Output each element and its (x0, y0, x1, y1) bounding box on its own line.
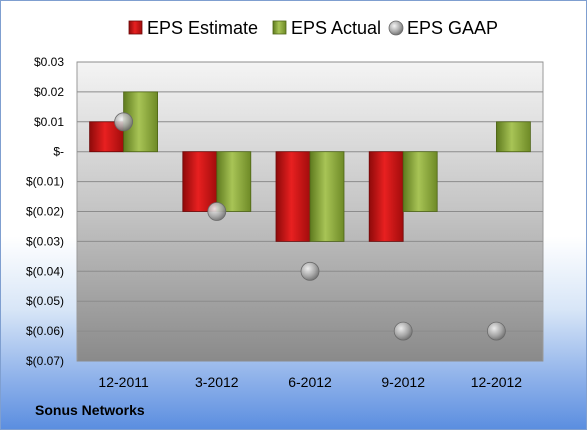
eps-gaap-point (300, 261, 320, 281)
y-tick-label: $0.03 (34, 55, 64, 69)
x-axis-category-labels: 12-2011 3-2012 6-2012 9-2012 12-2012 (98, 374, 522, 390)
y-tick-label: $(0.03) (26, 234, 64, 248)
x-category-label: 12-2011 (98, 374, 149, 390)
x-category-label: 3-2012 (195, 374, 239, 390)
eps-gaap-point (486, 321, 506, 341)
y-tick-label: $(0.05) (26, 294, 64, 308)
bars (89, 91, 531, 242)
eps-estimate-bar (275, 151, 311, 242)
company-name: Sonus Networks (35, 402, 145, 418)
y-tick-label: $(0.06) (26, 324, 64, 338)
y-tick-label: $(0.04) (26, 264, 64, 278)
eps-gaap-point (207, 202, 227, 221)
legend-swatch (128, 20, 143, 35)
y-tick-label: $(0.07) (26, 354, 64, 368)
y-tick-label: $0.02 (34, 85, 64, 99)
x-category-label: 9-2012 (381, 374, 425, 390)
y-axis-tick-labels: $0.03 $0.02 $0.01 $- $(0.01) $(0.02) $(0.03) $(… (26, 55, 64, 368)
legend-label: EPS Actual (291, 18, 381, 38)
legend: EPS Estimate EPS Actual EPS GAAP (128, 18, 498, 38)
legend-swatch (388, 20, 404, 36)
eps-actual-bar (402, 151, 438, 212)
eps-gaap-point (393, 321, 413, 341)
y-tick-label: $(0.01) (26, 175, 64, 189)
y-tick-label: $(0.02) (26, 205, 64, 219)
legend-swatch (272, 20, 287, 35)
y-tick-label: $- (53, 145, 64, 159)
y-tick-label: $0.01 (34, 115, 64, 129)
eps-actual-bar (216, 151, 252, 212)
x-category-label: 12-2012 (471, 374, 523, 390)
eps-estimate-bar (368, 151, 404, 242)
legend-label: EPS GAAP (407, 18, 498, 38)
gaap-points (114, 112, 506, 341)
eps-estimate-bar (182, 151, 218, 212)
eps-actual-bar (309, 151, 345, 242)
x-category-label: 6-2012 (288, 374, 332, 390)
eps-actual-bar (495, 121, 531, 153)
legend-label: EPS Estimate (147, 18, 258, 38)
eps-gaap-point (114, 112, 133, 132)
